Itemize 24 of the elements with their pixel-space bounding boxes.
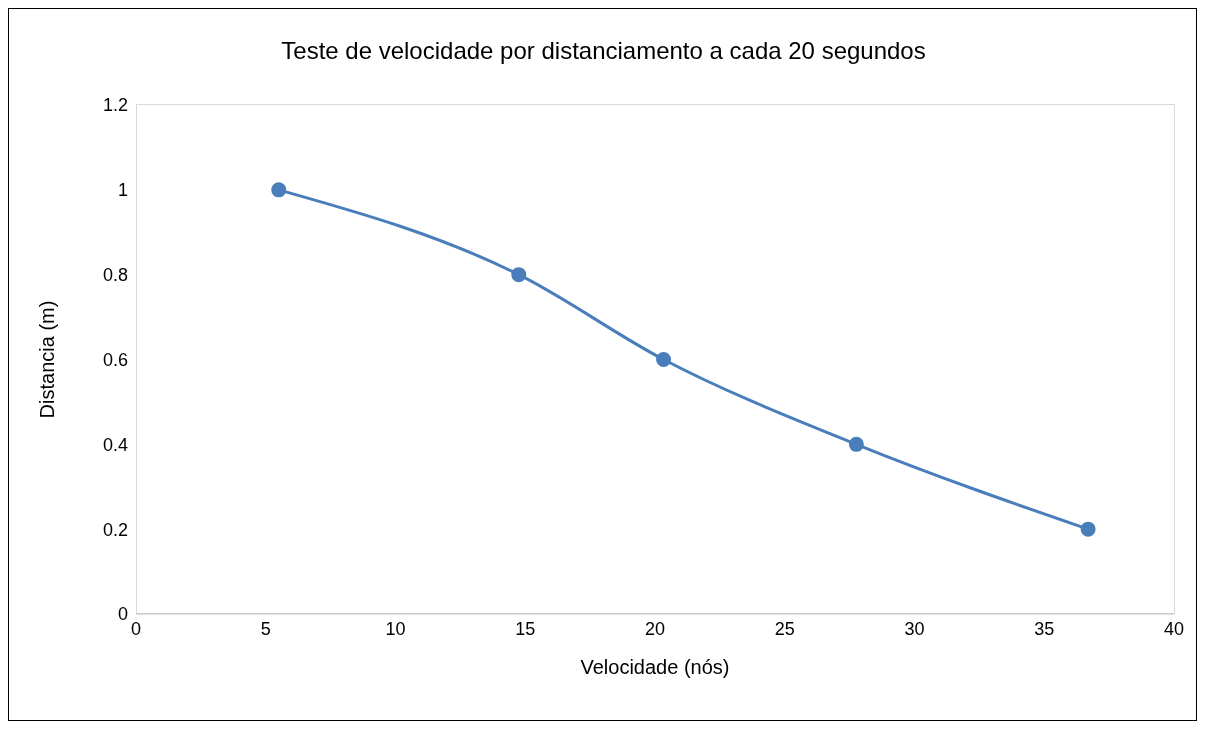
y-axis-title: Distancia (m) [36, 300, 59, 419]
x-tick-label: 10 [385, 618, 406, 639]
x-axis-title: Velocidade (nós) [580, 656, 730, 678]
x-tick-label: 40 [1163, 618, 1185, 639]
point [656, 352, 672, 367]
point [848, 436, 864, 452]
y-tick-label: 0.6 [102, 349, 128, 370]
y-tick-label: 1.2 [102, 95, 128, 116]
x-tick-label: 0 [130, 618, 142, 639]
x-tick-label: 20 [644, 618, 666, 639]
x-tick-label: 30 [904, 618, 925, 639]
x-tick-label: 35 [1034, 618, 1055, 639]
y-tick-label: 0 [117, 604, 128, 625]
x-tick-label: 25 [774, 618, 795, 639]
point [511, 267, 527, 283]
x-tick-label: 15 [515, 618, 536, 639]
y-tick-label: 0.8 [102, 265, 128, 286]
y-tick-label: 0.4 [102, 434, 128, 455]
y-tick-label: 0.2 [102, 519, 128, 540]
x-tick-label: 5 [260, 618, 271, 639]
point [271, 182, 287, 198]
y-tick-label: 1 [117, 180, 128, 201]
chart-title: Teste de velocidade por distanciamento a cada 20 segundos [280, 37, 927, 65]
point [1080, 521, 1096, 537]
